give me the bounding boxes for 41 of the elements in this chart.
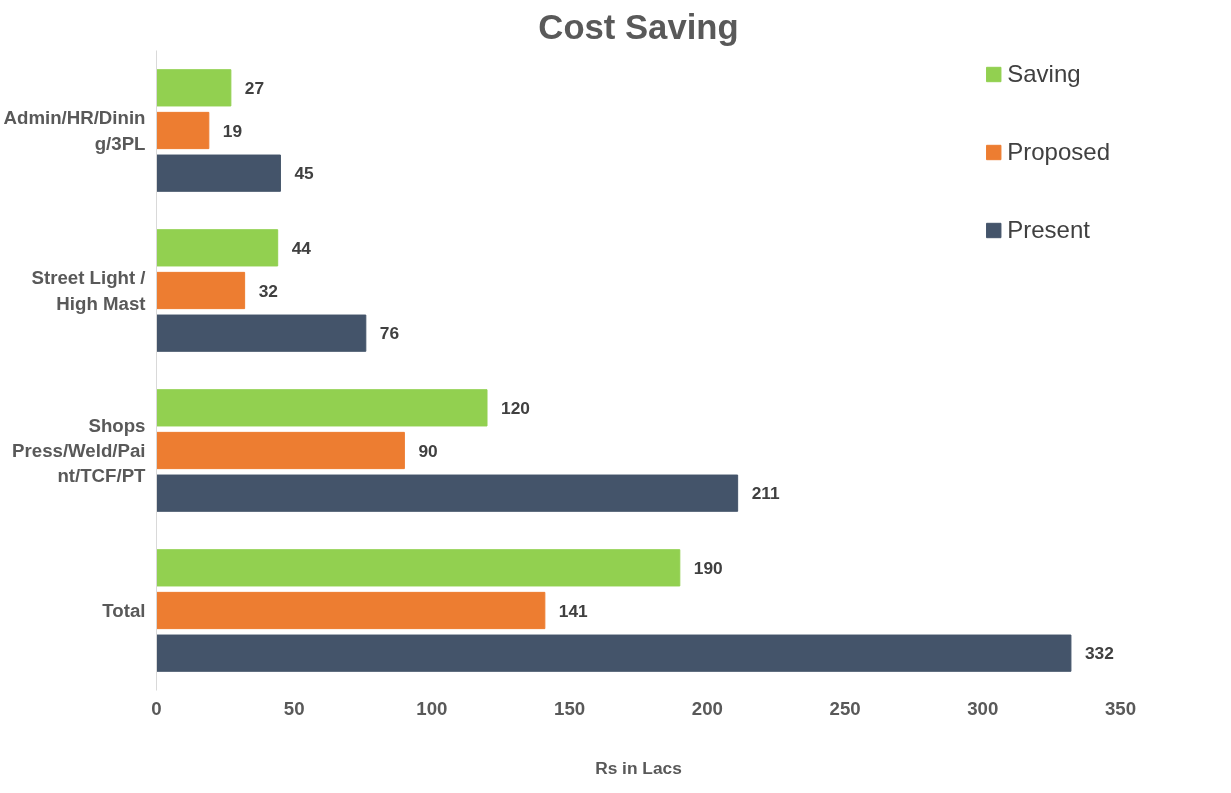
data-label: 19 [222,120,243,141]
data-label: 76 [379,323,400,344]
x-axis-title: Rs in Lacs [595,757,682,778]
bar [156,314,367,352]
bar [156,389,488,427]
data-label: 211 [751,483,780,504]
bar [156,271,246,310]
x-tick-label: 250 [829,697,861,719]
data-label: 141 [558,600,589,621]
x-tick-label: 0 [151,697,162,719]
chart-title: Cost Saving [538,7,739,46]
x-tick-label: 150 [554,697,586,719]
x-tick-label: 200 [691,697,723,719]
data-label: 190 [693,557,723,578]
data-label: 32 [258,280,278,301]
data-label: 44 [291,237,312,258]
y-tick-label: Total [102,600,146,621]
legend-label: Proposed [1007,138,1110,166]
y-tick-label: Street Light / High Mast [31,267,146,314]
x-tick-label: 100 [416,697,448,719]
legend-label: Present [1007,216,1090,244]
bar [156,431,405,470]
x-tick-label: 300 [967,697,999,719]
data-label: 90 [418,440,438,461]
bar [156,154,281,192]
legend-label: Saving [1007,60,1081,88]
bar [156,69,232,107]
bar [156,111,210,150]
bar [156,634,1072,672]
bar [156,549,681,587]
x-tick-label: 50 [283,697,305,719]
data-label: 332 [1084,643,1114,664]
data-label: 120 [501,397,530,418]
y-tick-label: Shops Press/Weld/Paint/TCF/PT [12,414,147,487]
bar [156,474,739,512]
data-label: 45 [294,163,315,184]
bar [156,591,546,630]
bar [156,229,279,267]
data-label: 27 [244,77,265,98]
x-tick-label: 350 [1104,697,1137,719]
y-tick-label: Admin/HR/Dining/3PL [3,107,146,154]
